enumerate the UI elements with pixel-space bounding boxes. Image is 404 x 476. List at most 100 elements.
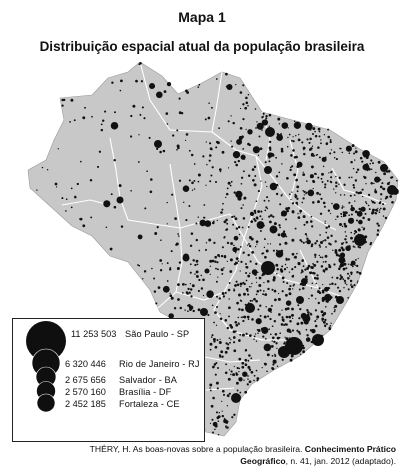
population-dot [377,224,380,227]
population-dot [65,198,68,201]
population-dot [287,206,291,210]
population-dot [322,261,325,263]
population-dot [256,122,264,130]
population-dot [366,169,369,172]
population-dot [215,411,219,414]
population-dot [380,164,388,172]
population-dot [295,155,298,159]
population-dot [185,291,189,294]
population-dot [55,186,58,188]
population-dot [195,274,199,278]
population-dot [260,210,263,213]
population-dot [137,161,140,163]
population-dot [229,184,232,187]
population-dot [344,231,347,233]
population-dot [327,209,331,212]
population-dot [216,416,220,420]
population-dot [195,270,199,274]
population-dot [247,244,249,246]
population-dot [297,331,299,333]
population-dot [277,297,281,301]
population-dot [327,225,331,228]
population-dot [339,147,342,150]
population-dot [170,296,174,300]
population-dot [315,298,317,300]
population-dot [271,340,273,342]
population-dot [258,276,262,280]
map-title: Mapa 1 [178,9,226,25]
population-dot [228,369,231,371]
population-dot [299,212,301,214]
population-dot [261,129,263,131]
population-dot [284,263,287,266]
population-dot [256,379,259,382]
population-dot [230,242,234,245]
population-dot [280,232,287,238]
population-dot [291,238,295,242]
population-dot [262,112,265,115]
population-dot [238,293,241,297]
population-dot [355,191,358,194]
population-dot [232,330,236,334]
population-dot [311,132,315,136]
population-dot [318,254,321,257]
population-dot [257,210,261,213]
population-dot [267,315,270,318]
population-dot [285,337,289,341]
population-dot [265,127,275,137]
population-dot [286,209,289,213]
population-dot [216,295,218,298]
population-dot [338,267,341,271]
population-dot [271,354,274,357]
population-dot [325,142,329,145]
population-dot [309,312,312,315]
population-dot [263,343,272,352]
population-dot [324,220,326,222]
population-dot [305,191,308,194]
population-dot [262,290,265,292]
population-dot [237,316,240,319]
population-dot [166,223,168,225]
population-dot [271,325,274,328]
population-dot [293,121,302,129]
population-dot [320,197,323,200]
population-dot [292,288,294,290]
population-dot [309,128,312,131]
legend-value-salvador: 2 675 656 [65,375,106,385]
population-dot [281,316,284,319]
population-dot [343,286,345,289]
population-dot [371,200,375,204]
population-dot [200,308,208,316]
population-dot [161,263,163,265]
population-dot [215,324,218,326]
population-dot [143,270,147,273]
population-dot [225,228,228,231]
population-dot [264,255,267,259]
legend-circle-fortaleza [36,393,56,413]
population-dot [248,286,251,288]
population-dot [242,170,245,173]
population-dot [162,149,166,153]
population-dot [220,350,224,354]
population-dot [188,179,191,182]
population-dot [255,369,258,372]
population-dot [191,181,194,185]
population-dot [113,158,116,162]
population-dot [169,268,171,271]
population-dot [316,191,320,195]
population-dot [232,373,236,377]
population-dot [253,165,257,169]
population-dot [104,110,107,113]
population-dot [354,159,356,161]
population-dot [322,239,325,242]
population-dot [70,187,73,190]
population-dot [389,195,393,198]
population-dot [315,240,319,243]
population-dot [242,319,245,323]
population-dot [266,353,270,357]
population-dot [329,152,332,155]
population-dot [214,255,217,259]
population-dot [188,205,191,207]
population-dot [331,276,334,279]
population-dot [316,318,318,320]
